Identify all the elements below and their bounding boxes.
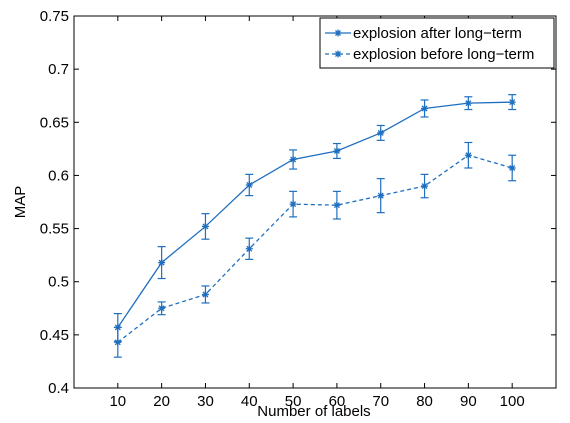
legend-entry: explosion after long−term bbox=[325, 25, 522, 42]
legend-entry: explosion before long−term bbox=[325, 46, 534, 63]
legend: explosion after long−term explosion befor… bbox=[319, 17, 555, 69]
y-tick-label: 0.75 bbox=[40, 8, 69, 25]
data-point bbox=[158, 259, 166, 267]
legend-marker bbox=[334, 50, 342, 58]
data-point bbox=[333, 201, 341, 209]
y-tick-label: 0.4 bbox=[48, 380, 69, 397]
data-point bbox=[508, 98, 516, 106]
data-point bbox=[464, 99, 472, 107]
data-point bbox=[245, 245, 253, 253]
legend-label: explosion before long−term bbox=[353, 46, 534, 63]
y-tick-label: 0.6 bbox=[48, 167, 69, 184]
data-point bbox=[201, 222, 209, 230]
data-point bbox=[377, 192, 385, 200]
data-point bbox=[158, 304, 166, 312]
x-axis: 10 20 30 40 50 60 70 80 90 100 bbox=[109, 16, 525, 410]
data-point bbox=[289, 155, 297, 163]
series-line bbox=[117, 154, 513, 343]
x-tick-label: 70 bbox=[372, 393, 389, 410]
data-point bbox=[377, 129, 385, 137]
data-point bbox=[421, 104, 429, 112]
data-point bbox=[421, 182, 429, 190]
y-tick-label: 0.7 bbox=[48, 61, 69, 78]
x-tick-label: 40 bbox=[241, 393, 258, 410]
data-point bbox=[464, 151, 472, 159]
y-tick-label: 0.55 bbox=[40, 221, 69, 238]
x-tick-label: 80 bbox=[416, 393, 433, 410]
legend-box bbox=[319, 17, 555, 69]
data-point bbox=[508, 164, 516, 172]
x-axis-label: Number of labels bbox=[257, 403, 370, 420]
series-layer bbox=[113, 94, 517, 358]
y-tick-label: 0.65 bbox=[40, 114, 69, 131]
data-point bbox=[245, 181, 253, 189]
data-point bbox=[201, 290, 209, 298]
y-axis-label: MAP bbox=[12, 186, 29, 219]
x-tick-label: 30 bbox=[197, 393, 214, 410]
legend-marker bbox=[334, 29, 342, 37]
x-tick-label: 90 bbox=[460, 393, 477, 410]
x-tick-label: 100 bbox=[500, 393, 525, 410]
data-point bbox=[114, 338, 122, 346]
data-point bbox=[333, 147, 341, 155]
legend-label: explosion after long−term bbox=[353, 25, 522, 42]
y-axis: 0.4 0.45 0.5 0.55 0.6 0.65 0.7 0.75 bbox=[40, 8, 556, 397]
y-tick-label: 0.45 bbox=[40, 327, 69, 344]
x-tick-label: 10 bbox=[109, 393, 126, 410]
data-point bbox=[289, 200, 297, 208]
x-tick-label: 60 bbox=[329, 393, 346, 410]
plot-area bbox=[73, 15, 557, 389]
y-tick-label: 0.5 bbox=[48, 274, 69, 291]
x-tick-label: 20 bbox=[153, 393, 170, 410]
x-tick-label: 50 bbox=[285, 393, 302, 410]
series-2 bbox=[113, 141, 517, 358]
series-line bbox=[117, 101, 513, 328]
